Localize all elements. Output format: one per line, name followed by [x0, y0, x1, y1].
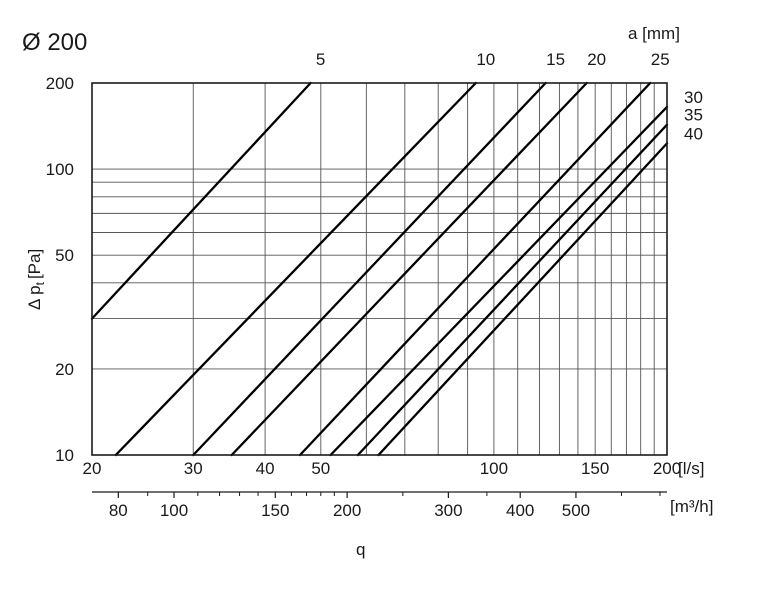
y-tick-label: 10	[55, 446, 74, 465]
y-axis-label: Δ pt [Pa]	[25, 249, 47, 310]
plot-frame	[91, 82, 668, 456]
grid	[91, 82, 668, 456]
x-tick-label: 50	[311, 459, 330, 478]
series-line-25	[298, 81, 652, 457]
secondary-axis-tick-label: 200	[333, 501, 361, 520]
y-axis-label-main: Δ p	[25, 285, 44, 310]
series-label-30: 30	[684, 88, 703, 107]
x-axis-label: q	[356, 540, 365, 559]
x-tick-label: 40	[256, 459, 275, 478]
y-axis-label-sub: t	[33, 281, 47, 285]
series-line-10	[114, 81, 477, 457]
secondary-axis-tick-label: 500	[562, 501, 590, 520]
series-line-5	[90, 81, 312, 320]
x-tick-label: 100	[480, 459, 508, 478]
x-tick-label: 200	[653, 459, 681, 478]
series-line-20	[230, 81, 588, 457]
secondary-axis-tick-label: 100	[160, 501, 188, 520]
x-tick-label: 30	[184, 459, 203, 478]
series-label-10: 10	[476, 50, 495, 69]
series-label-40: 40	[684, 124, 703, 143]
series-lines	[90, 81, 669, 457]
series-line-30	[329, 105, 669, 457]
y-tick-label: 100	[46, 160, 74, 179]
x-tick-label: 150	[581, 459, 609, 478]
series-label-5: 5	[316, 50, 325, 69]
series-label-15: 15	[546, 50, 565, 69]
secondary-axis-tick-label: 400	[506, 501, 534, 520]
secondary-axis-tick-label: 80	[109, 501, 128, 520]
secondary-axis-tick-label: 150	[261, 501, 289, 520]
x-tick-label: 20	[83, 459, 102, 478]
x2-unit-label: [m³/h]	[670, 497, 713, 516]
secondary-x-axis: 80 100 150 200 300 400 500	[92, 491, 667, 520]
series-title: a [mm]	[628, 24, 680, 43]
series-label-35: 35	[684, 106, 703, 125]
y-axis-label-unit: [Pa]	[25, 249, 44, 279]
x-unit-label: [l/s]	[678, 459, 704, 478]
series-label-25: 25	[651, 50, 670, 69]
secondary-axis-tick-label: 300	[434, 501, 462, 520]
series-line-15	[192, 81, 547, 457]
y-tick-label: 50	[55, 246, 74, 265]
series-label-20: 20	[587, 50, 606, 69]
y-tick-label: 20	[55, 360, 74, 379]
series-line-35	[356, 123, 669, 457]
series-line-40	[377, 142, 669, 457]
y-tick-label: 200	[46, 74, 74, 93]
chart-title: Ø 200	[22, 29, 87, 56]
